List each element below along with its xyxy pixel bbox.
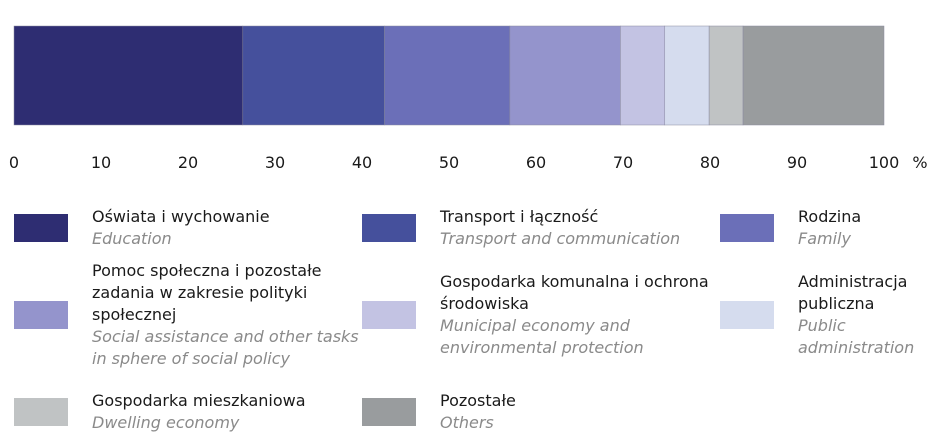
legend-label-en: Others xyxy=(440,413,494,432)
legend-item: Gospodarka mieszkaniowa Dwelling economy xyxy=(14,390,362,434)
x-tick-label: 50 xyxy=(439,153,459,172)
legend-swatch xyxy=(362,214,416,242)
x-tick-label: 20 xyxy=(178,153,198,172)
legend-item: Transport i łączność Transport and commun… xyxy=(362,203,710,253)
legend-item: Oświata i wychowanie Education xyxy=(14,203,362,253)
legend-label: Transport i łączność xyxy=(440,207,599,226)
legend-text: Rodzina Family xyxy=(798,206,930,250)
bar-segment xyxy=(664,25,710,126)
legend-label: Rodzina xyxy=(798,207,862,226)
legend-text: Pomoc społeczna i pozostałe zadania w za… xyxy=(92,260,362,370)
legend-swatch xyxy=(362,398,416,426)
legend-label-en: Education xyxy=(92,229,172,248)
bar-segment xyxy=(13,25,244,126)
legend-text: Administracja publiczna Public administra… xyxy=(798,271,930,359)
legend-text: Gospodarka mieszkaniowa Dwelling economy xyxy=(92,390,362,434)
legend-item: Pomoc społeczna i pozostałe zadania w za… xyxy=(14,260,362,370)
x-tick-label: 40 xyxy=(352,153,372,172)
bar-segment xyxy=(742,25,885,126)
legend-text: Transport i łączność Transport and commun… xyxy=(440,206,710,250)
legend-item: Gospodarka komunalna i ochrona środowisk… xyxy=(362,262,710,368)
bar-segment xyxy=(509,25,621,126)
legend-text: Gospodarka komunalna i ochrona środowisk… xyxy=(440,271,710,359)
x-tick-label: 0 xyxy=(9,153,19,172)
x-tick-label: 80 xyxy=(700,153,720,172)
x-axis-label: % xyxy=(912,153,927,172)
legend-swatch xyxy=(14,214,68,242)
legend-swatch xyxy=(14,301,68,329)
legend-label: Administracja publiczna xyxy=(798,272,908,313)
legend-label-en: Public administration xyxy=(798,316,915,357)
bar-segment xyxy=(384,25,511,126)
legend-text: Pozostałe Others xyxy=(440,390,710,434)
x-tick-label: 60 xyxy=(526,153,546,172)
x-tick-label: 30 xyxy=(265,153,285,172)
legend-swatch xyxy=(720,214,774,242)
legend-label: Pomoc społeczna i pozostałe zadania w za… xyxy=(92,261,322,324)
legend-swatch xyxy=(720,301,774,329)
legend-item: Rodzina Family xyxy=(720,203,930,253)
legend-label: Pozostałe xyxy=(440,391,516,410)
legend-label-en: Municipal economy and environmental prot… xyxy=(440,316,644,357)
legend-label-en: Transport and communication xyxy=(440,229,681,248)
legend-label: Gospodarka komunalna i ochrona środowisk… xyxy=(440,272,709,313)
legend-label-en: Dwelling economy xyxy=(92,413,240,432)
legend-label-en: Family xyxy=(798,229,851,248)
legend-item: Pozostałe Others xyxy=(362,390,710,434)
bar-segment xyxy=(708,25,744,126)
x-tick-label: 90 xyxy=(787,153,807,172)
legend-label: Oświata i wychowanie xyxy=(92,207,270,226)
legend-swatch xyxy=(362,301,416,329)
x-tick-label: 100 xyxy=(869,153,900,172)
legend-label: Gospodarka mieszkaniowa xyxy=(92,391,306,410)
x-tick-label: 70 xyxy=(613,153,633,172)
x-tick-label: 10 xyxy=(91,153,111,172)
legend-label-en: Social assistance and other tasks in sph… xyxy=(92,327,359,368)
legend-text: Oświata i wychowanie Education xyxy=(92,206,362,250)
bar-segment xyxy=(242,25,385,126)
bar-segment xyxy=(620,25,666,126)
legend-item: Administracja publiczna Public administra… xyxy=(720,262,930,368)
chart: 0 10 20 30 40 50 60 70 80 90 100% xyxy=(9,25,928,172)
legend-swatch xyxy=(14,398,68,426)
